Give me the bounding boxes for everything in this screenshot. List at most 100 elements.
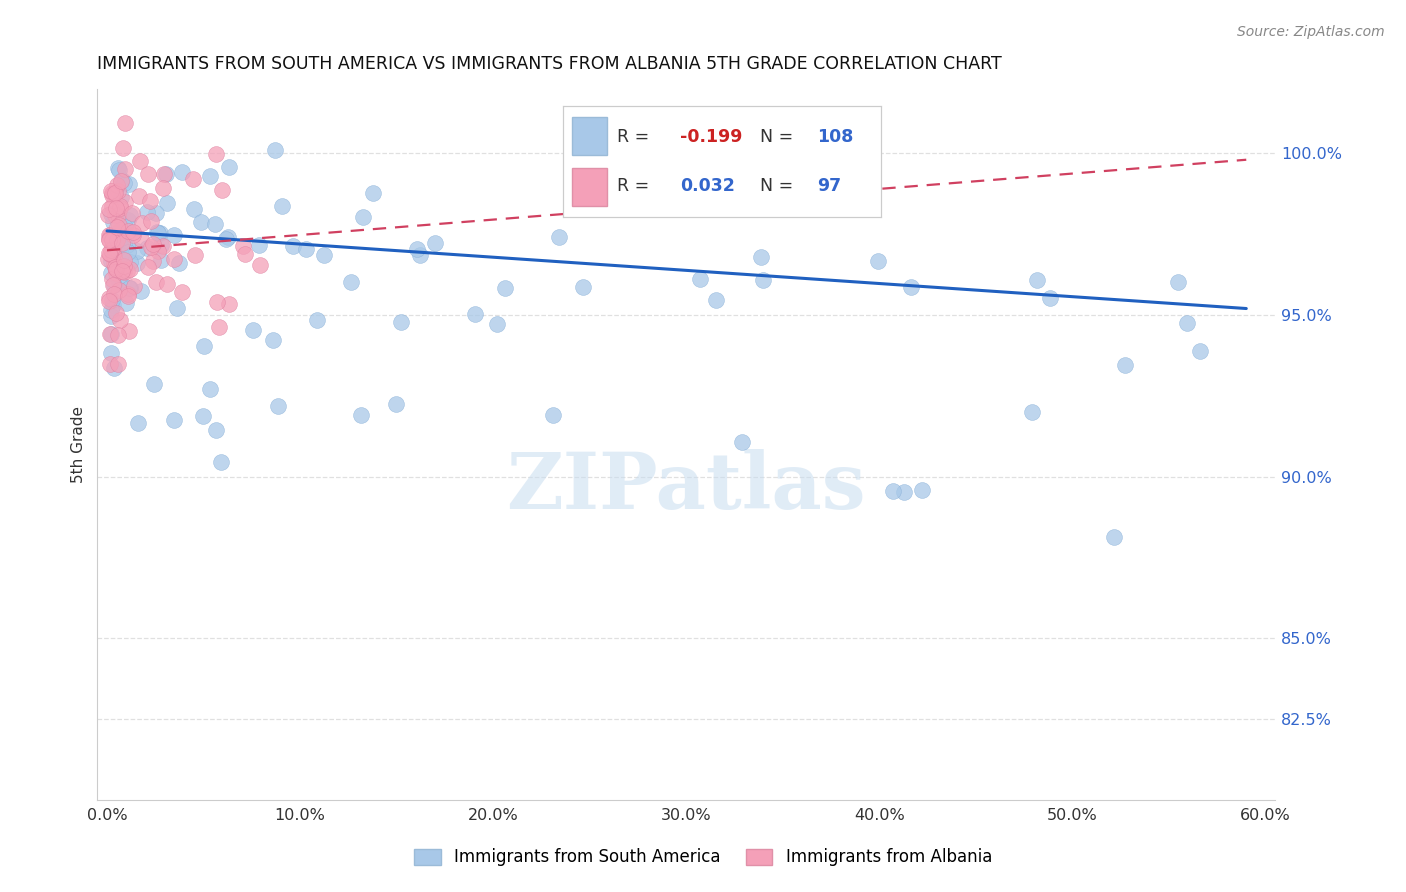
- Point: [141, 240, 163, 254]
- Point: [464, 307, 486, 321]
- Point: [352, 210, 374, 224]
- Point: [120, 255, 142, 269]
- Point: [409, 248, 432, 262]
- Point: [149, 226, 172, 240]
- Point: [689, 272, 711, 286]
- Point: [136, 205, 159, 219]
- Point: [100, 254, 122, 268]
- Point: [866, 253, 889, 268]
- Point: [101, 271, 124, 285]
- Point: [117, 286, 139, 301]
- Point: [128, 188, 150, 202]
- Point: [112, 259, 135, 273]
- Point: [146, 226, 169, 240]
- Point: [548, 230, 571, 244]
- Point: [103, 277, 125, 292]
- Point: [704, 293, 727, 307]
- Point: [215, 232, 238, 246]
- Point: [249, 238, 271, 252]
- Point: [128, 154, 150, 169]
- Point: [339, 276, 361, 290]
- Point: [103, 287, 125, 301]
- Point: [112, 252, 135, 267]
- Point: [107, 357, 129, 371]
- Point: [103, 249, 125, 263]
- Point: [150, 253, 173, 268]
- Point: [110, 201, 132, 215]
- Point: [170, 164, 193, 178]
- Point: [101, 246, 124, 260]
- Point: [571, 279, 593, 293]
- Point: [146, 244, 169, 259]
- Text: Source: ZipAtlas.com: Source: ZipAtlas.com: [1237, 25, 1385, 39]
- Point: [105, 178, 128, 193]
- Point: [267, 399, 290, 413]
- Point: [115, 264, 138, 278]
- Point: [100, 326, 122, 341]
- Point: [117, 213, 139, 227]
- Point: [100, 326, 122, 341]
- Point: [172, 285, 194, 299]
- Point: [198, 383, 221, 397]
- Point: [104, 260, 127, 274]
- Point: [118, 177, 141, 191]
- Point: [264, 143, 287, 157]
- Point: [114, 235, 136, 250]
- Point: [112, 176, 135, 190]
- Point: [312, 248, 335, 262]
- Point: [122, 279, 145, 293]
- Point: [118, 281, 141, 295]
- Point: [101, 199, 124, 213]
- Point: [204, 424, 226, 438]
- Point: [103, 186, 125, 200]
- Point: [100, 184, 122, 198]
- Point: [163, 252, 186, 267]
- Legend: Immigrants from South America, Immigrants from Albania: Immigrants from South America, Immigrant…: [408, 842, 998, 873]
- Point: [136, 260, 159, 275]
- Point: [295, 242, 318, 256]
- Point: [110, 248, 132, 262]
- Point: [135, 241, 157, 255]
- Point: [425, 236, 447, 251]
- Point: [146, 225, 169, 239]
- Point: [169, 256, 191, 270]
- Point: [98, 294, 121, 309]
- Point: [242, 322, 264, 336]
- Point: [105, 262, 128, 277]
- Point: [111, 235, 134, 250]
- Point: [163, 228, 186, 243]
- Point: [143, 376, 166, 391]
- Point: [111, 173, 134, 187]
- Point: [882, 484, 904, 499]
- Point: [104, 201, 127, 215]
- Point: [183, 172, 205, 186]
- Point: [200, 169, 222, 183]
- Point: [139, 194, 162, 209]
- Point: [98, 247, 121, 261]
- Point: [107, 328, 129, 343]
- Point: [910, 483, 932, 497]
- Point: [163, 413, 186, 427]
- Point: [110, 268, 132, 283]
- Point: [97, 232, 120, 246]
- Point: [152, 239, 174, 253]
- Point: [100, 243, 122, 257]
- Point: [110, 239, 132, 253]
- Point: [152, 181, 174, 195]
- Point: [97, 227, 120, 242]
- Point: [107, 162, 129, 177]
- Point: [1021, 405, 1043, 419]
- Point: [101, 278, 124, 293]
- Point: [145, 275, 167, 289]
- Point: [100, 233, 122, 247]
- Point: [108, 237, 131, 252]
- Point: [193, 339, 215, 353]
- Point: [262, 333, 284, 347]
- Point: [494, 281, 516, 295]
- Point: [125, 256, 148, 270]
- Point: [233, 246, 256, 260]
- Point: [1102, 530, 1125, 544]
- Point: [108, 199, 131, 213]
- Point: [142, 254, 165, 268]
- Point: [98, 357, 121, 371]
